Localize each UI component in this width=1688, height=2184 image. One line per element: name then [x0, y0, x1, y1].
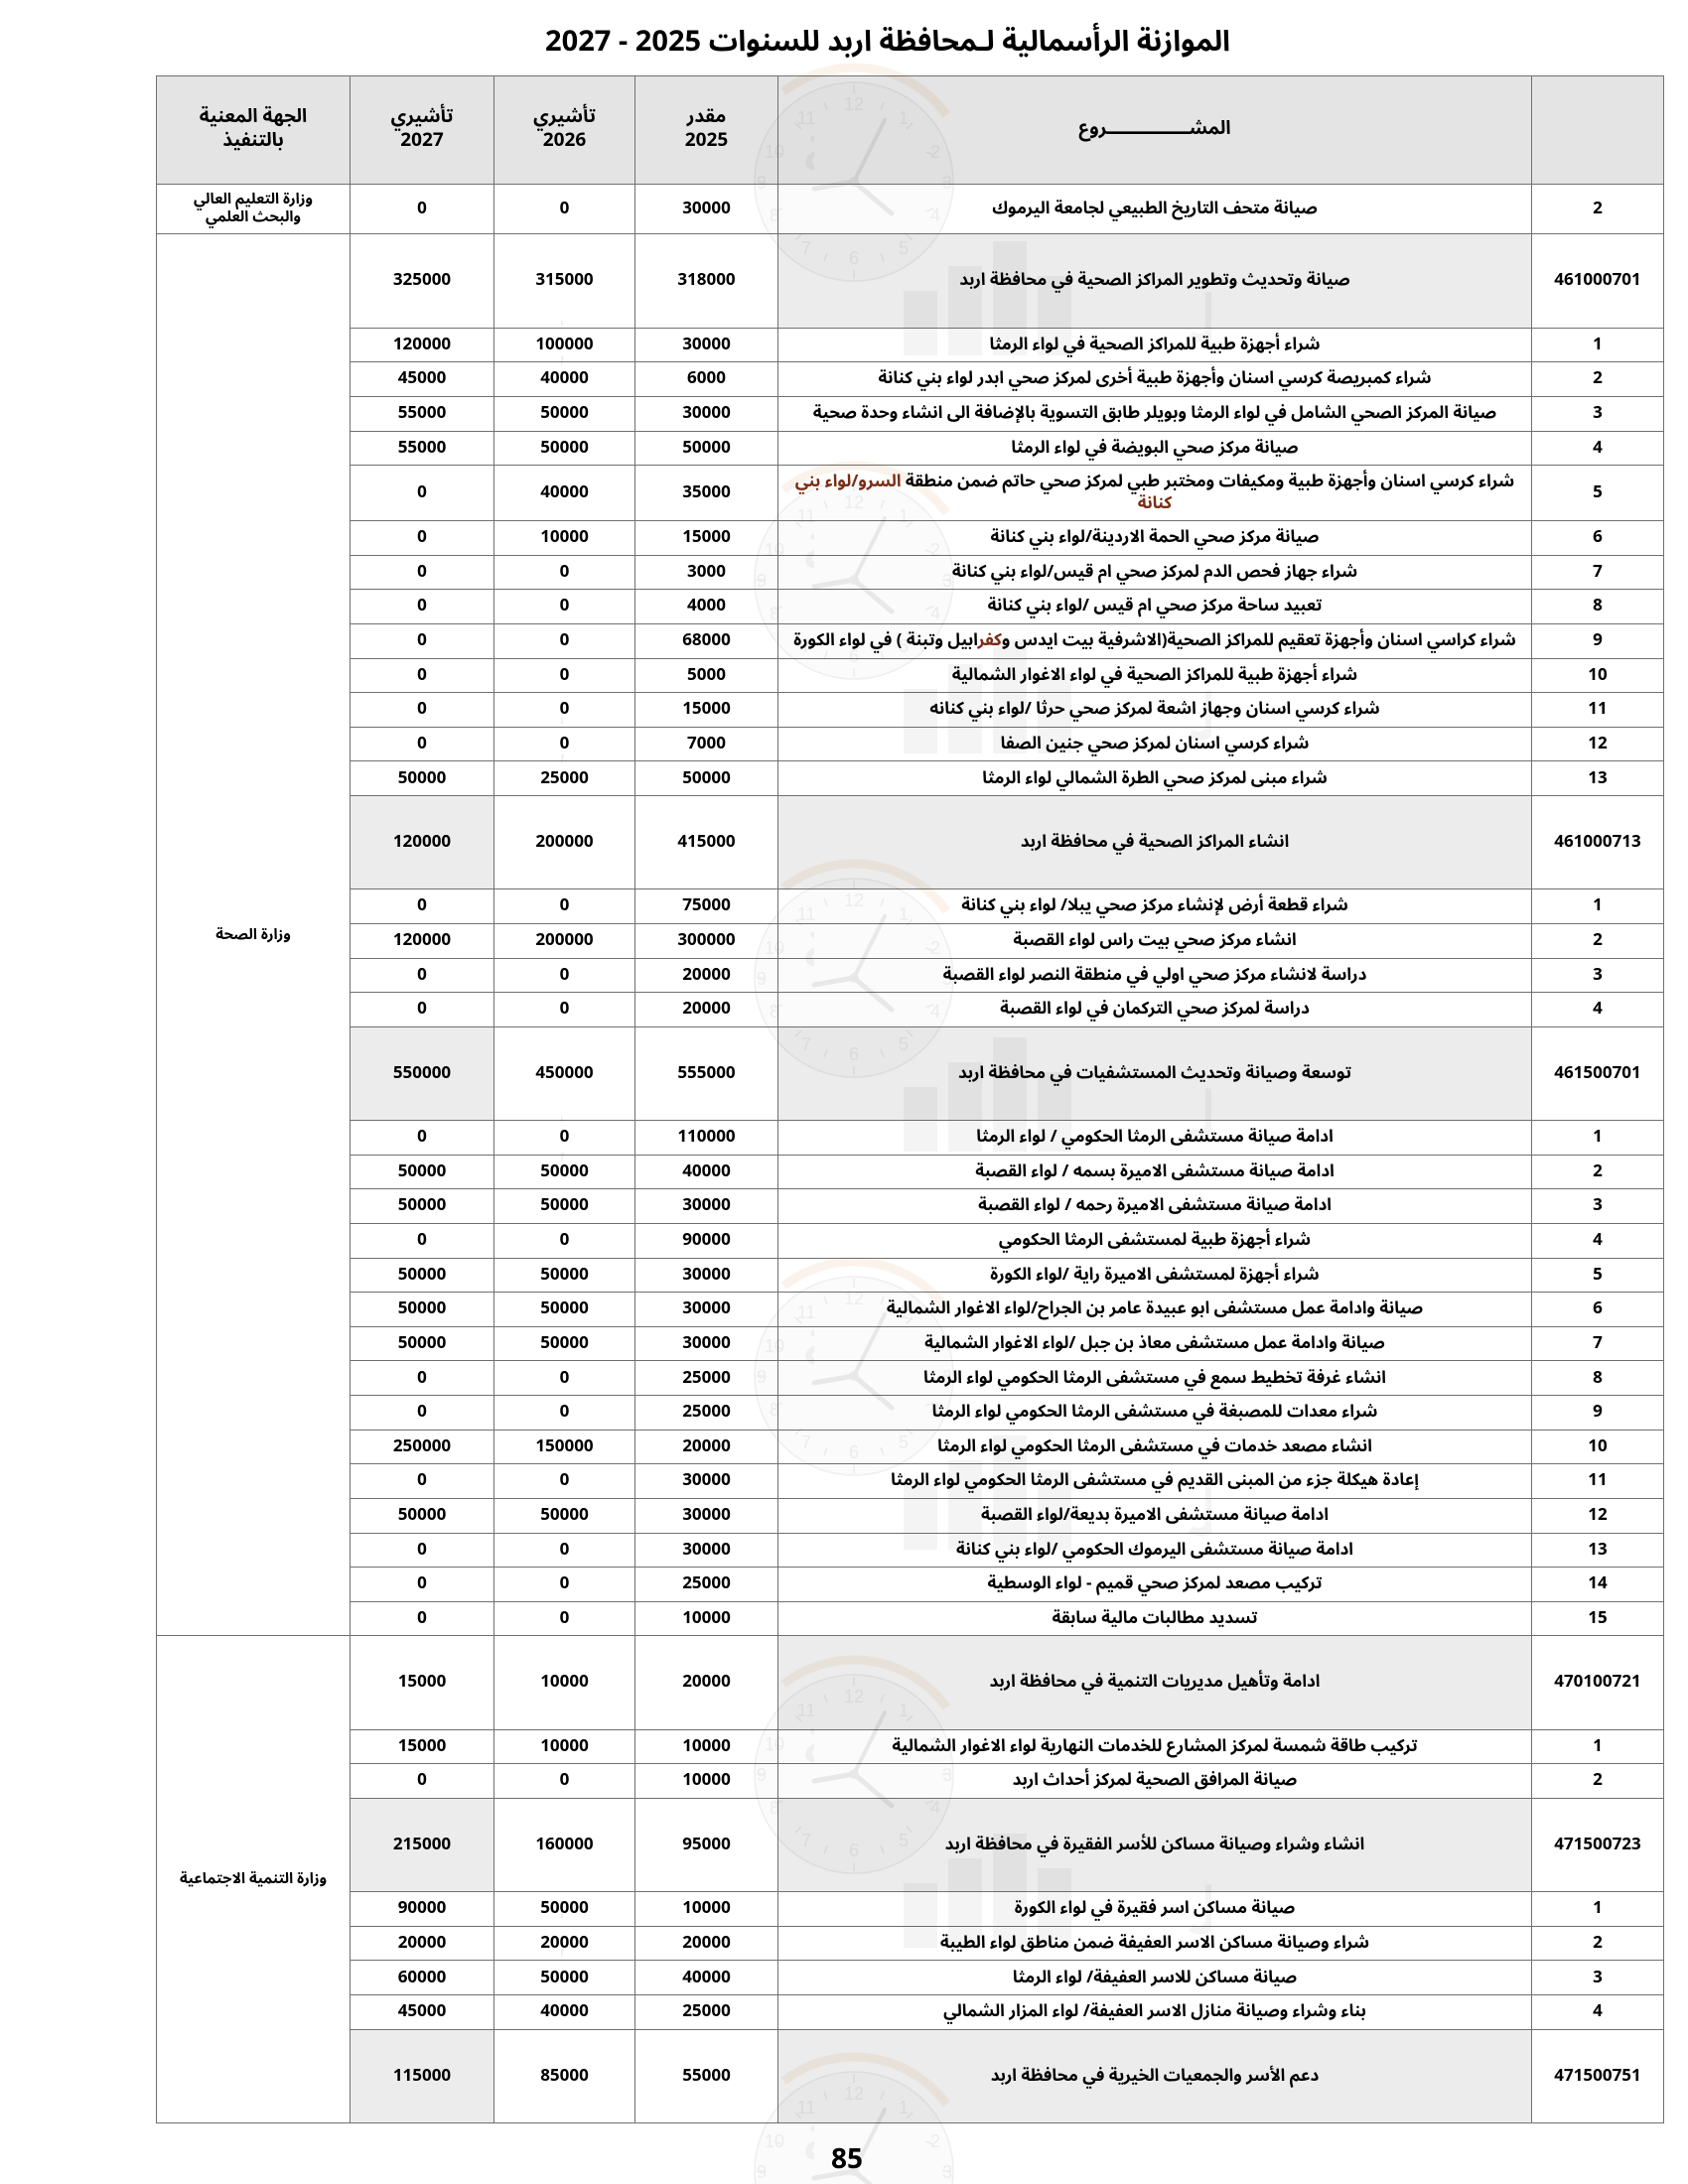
- svg-text:9: 9: [757, 2162, 767, 2182]
- svg-text:2: 2: [930, 2131, 940, 2151]
- svg-text:10: 10: [765, 2131, 784, 2151]
- svg-text:3: 3: [942, 2162, 952, 2182]
